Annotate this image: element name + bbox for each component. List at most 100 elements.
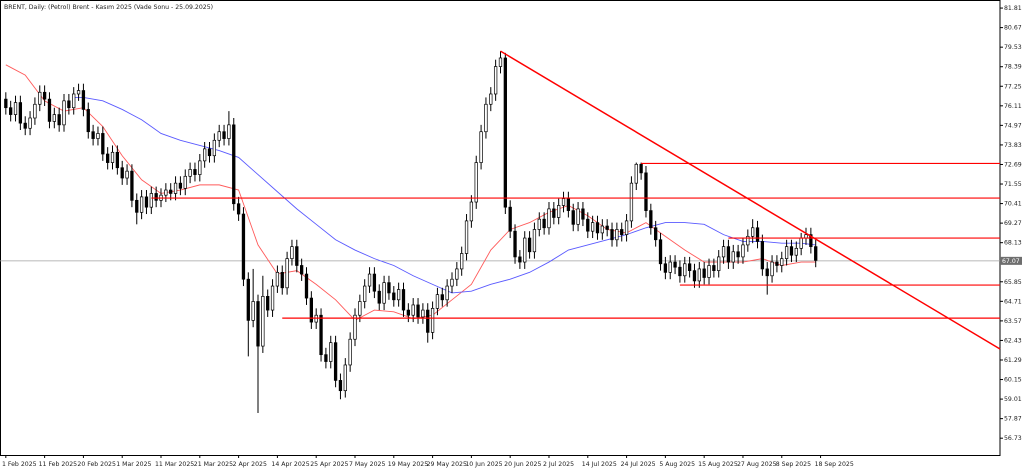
y-tick-label: 72.69 — [1004, 161, 1022, 168]
candle-body — [537, 218, 541, 230]
x-tick-label: 11 Feb 2025 — [39, 461, 78, 468]
candle-body — [280, 271, 284, 289]
candle-body — [741, 244, 745, 258]
candle-body — [120, 167, 124, 179]
candle-body — [372, 273, 377, 292]
y-tick-label: 60.15 — [1004, 377, 1022, 384]
candle-body — [4, 98, 8, 109]
x-tick-label: 24 Jul 2025 — [621, 461, 656, 468]
candle-body — [295, 246, 299, 266]
candle-body — [760, 241, 765, 270]
candle-body — [484, 103, 488, 133]
candle-body — [561, 198, 566, 206]
candle-body — [169, 189, 173, 194]
candle-body — [629, 182, 634, 222]
candle-body — [86, 109, 90, 133]
candle-body — [207, 148, 212, 157]
candle-body — [338, 380, 343, 392]
x-tick-label: 25 Apr 2025 — [310, 461, 348, 468]
x-tick-label: 19 May 2025 — [388, 461, 428, 468]
candle-body — [809, 234, 813, 247]
candle-body — [634, 163, 638, 184]
candle-body — [101, 133, 105, 155]
candle-body — [586, 218, 590, 232]
y-tick-label: 68.13 — [1004, 240, 1022, 247]
candle-body — [203, 148, 207, 162]
y-tick-label: 70.41 — [1004, 201, 1022, 208]
candle-body — [794, 247, 798, 256]
candle-body — [72, 93, 76, 109]
candle-body — [498, 57, 503, 67]
candle-body — [377, 290, 381, 304]
candle-body — [222, 131, 226, 139]
candle-body — [353, 314, 357, 340]
candle-body — [81, 90, 86, 110]
candle-body — [746, 235, 750, 246]
candle-body — [440, 294, 444, 301]
x-tick-label: 11 Mar 2025 — [155, 461, 194, 468]
x-tick-label: 15 Aug 2025 — [698, 461, 738, 468]
candle-body — [814, 246, 818, 261]
candle-body — [139, 196, 144, 213]
trend-line — [500, 50, 1001, 350]
candle-body — [658, 239, 663, 265]
candle-body — [270, 285, 275, 311]
candle-body — [411, 304, 415, 316]
candle-body — [717, 256, 721, 271]
candle-body — [610, 229, 614, 241]
candle-body — [460, 253, 464, 270]
y-tick-label: 73.83 — [1004, 142, 1022, 149]
candle-body — [62, 100, 66, 126]
candle-body — [261, 296, 265, 347]
x-tick-label: 10 Jun 2025 — [465, 461, 502, 468]
candle-body — [266, 296, 270, 311]
candle-body — [416, 304, 420, 318]
candle-body — [620, 229, 624, 235]
candle-body — [523, 237, 527, 263]
candle-body — [780, 258, 784, 266]
candle-body — [455, 268, 459, 280]
x-tick-label: 27 Aug 2025 — [737, 461, 777, 468]
y-tick-label: 81.81 — [1004, 5, 1022, 12]
candle-body — [430, 308, 435, 333]
candle-body — [329, 342, 333, 362]
candle-body — [751, 227, 755, 237]
x-tick-label: 2 Jul 2025 — [543, 461, 574, 468]
candle-body — [736, 251, 740, 258]
y-tick-label: 80.67 — [1004, 25, 1022, 32]
candle-body — [319, 314, 323, 356]
candle-body — [188, 169, 192, 177]
candle-body — [212, 139, 217, 157]
y-tick-label: 79.53 — [1004, 44, 1022, 51]
candle-body — [644, 172, 648, 211]
x-tick-label: 8 Sep 2025 — [776, 461, 811, 468]
candle-body — [784, 246, 789, 259]
y-tick-label: 61.29 — [1004, 357, 1022, 364]
candle-body — [721, 246, 726, 258]
candle-body — [227, 124, 231, 139]
candle-body — [542, 218, 546, 229]
candle-body — [581, 208, 585, 220]
candle-body — [18, 102, 23, 124]
candle-body — [125, 170, 129, 179]
candle-body — [42, 91, 47, 100]
candle-body — [106, 153, 110, 163]
candle-body — [595, 222, 600, 234]
candle-body — [198, 160, 202, 175]
candle-body — [649, 210, 653, 229]
candle-body — [246, 278, 250, 321]
y-tick-label: 76.11 — [1004, 103, 1022, 110]
candle-body — [367, 273, 372, 287]
candle-body — [615, 229, 619, 241]
candle-body — [590, 222, 595, 232]
candle-body — [324, 354, 328, 362]
y-tick-label: 74.97 — [1004, 122, 1022, 129]
candle-body — [232, 124, 236, 205]
candle-body — [52, 114, 56, 122]
last-price-box — [1000, 256, 1022, 265]
y-tick-label: 64.71 — [1004, 298, 1022, 305]
candle-body — [683, 263, 687, 277]
candle-body — [687, 263, 692, 271]
candle-body — [387, 282, 391, 294]
